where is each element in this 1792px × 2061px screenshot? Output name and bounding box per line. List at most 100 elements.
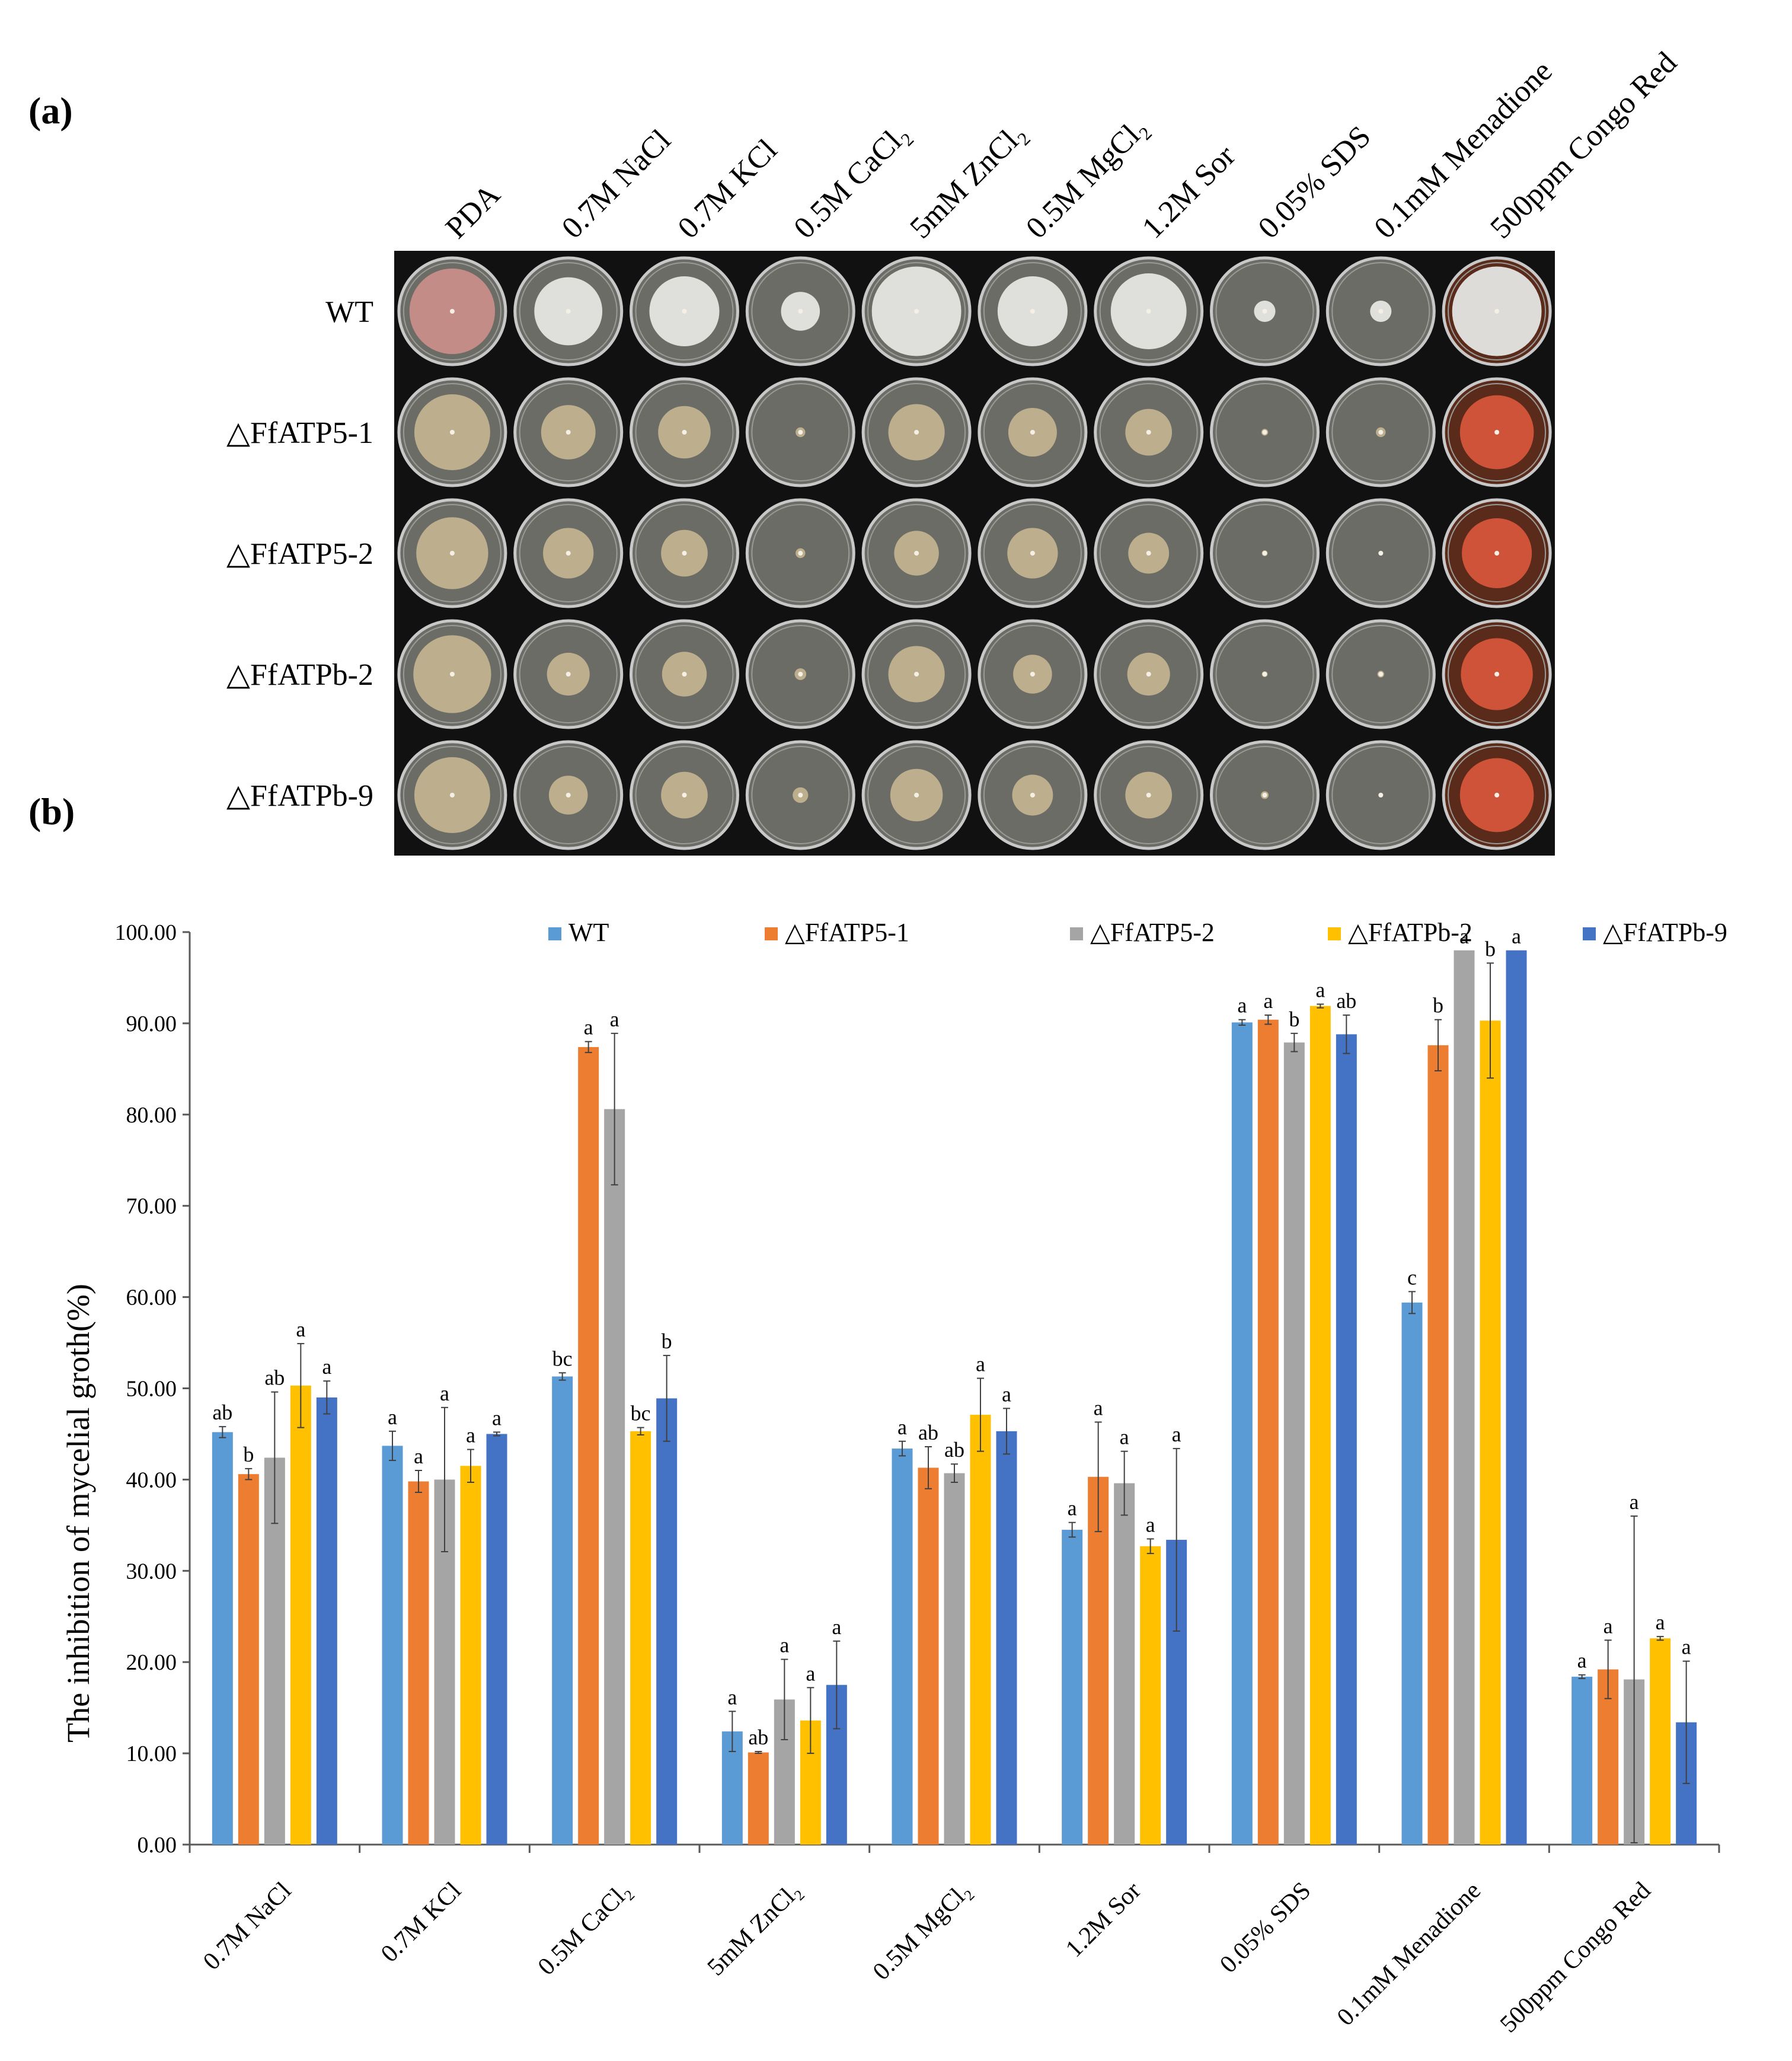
bar bbox=[486, 1434, 507, 1845]
legend-label: △FfATP5-2 bbox=[1090, 918, 1215, 947]
petri-plate bbox=[513, 498, 624, 608]
colony-center bbox=[682, 551, 687, 556]
treatment-header: PDA bbox=[439, 177, 507, 245]
petri-plate bbox=[1442, 619, 1552, 729]
colony-center bbox=[449, 309, 455, 314]
significance-letter: c bbox=[1407, 1265, 1417, 1289]
significance-letter: a bbox=[1172, 1422, 1181, 1446]
colony-center bbox=[1030, 430, 1035, 435]
plate-inner-rim bbox=[1448, 504, 1547, 602]
significance-letter: a bbox=[466, 1424, 475, 1447]
bar bbox=[460, 1466, 481, 1845]
bar bbox=[1336, 1034, 1357, 1845]
bar bbox=[290, 1385, 311, 1845]
legend-swatch bbox=[548, 927, 561, 940]
strain-label: △FfATPb-9 bbox=[226, 779, 373, 813]
petri-plate bbox=[978, 619, 1088, 729]
bar bbox=[1650, 1638, 1671, 1845]
x-tick-label: 0.05% SDS bbox=[1215, 1877, 1316, 1979]
significance-letter: a bbox=[1237, 994, 1247, 1017]
plate-inner-rim bbox=[751, 625, 850, 723]
y-tick-label: 80.00 bbox=[126, 1103, 177, 1128]
plate-inner-rim bbox=[635, 625, 734, 723]
y-tick-label: 10.00 bbox=[126, 1741, 177, 1766]
y-tick-label: 100.00 bbox=[115, 920, 177, 945]
bar-chart: 0.00 10.00 20.00 30.00 40.00 50.00 60.00 70.00 8… bbox=[60, 918, 1727, 2038]
y-tick-label: 70.00 bbox=[126, 1194, 177, 1219]
petri-plate bbox=[630, 619, 739, 729]
x-tick-label: 5mM ZnCl₂ bbox=[702, 1877, 807, 1982]
plate-inner-rim bbox=[1099, 383, 1198, 481]
significance-letter: a bbox=[1094, 1396, 1103, 1419]
y-axis-label: The inhibition of mycelial groth(%) bbox=[60, 1284, 96, 1743]
chart-axes: 0.00 10.00 20.00 30.00 40.00 50.00 60.00 70.00 8… bbox=[115, 920, 1720, 2038]
plate-inner-rim bbox=[1099, 504, 1198, 602]
y-tick-label: 60.00 bbox=[126, 1285, 177, 1310]
bar bbox=[578, 1047, 599, 1845]
significance-letter: b bbox=[243, 1443, 254, 1466]
petri-plate bbox=[1210, 256, 1320, 366]
plate-inner-rim bbox=[403, 383, 501, 481]
significance-letter: a bbox=[780, 1634, 789, 1657]
petri-plate bbox=[1325, 619, 1436, 729]
plate-inner-rim bbox=[751, 746, 850, 844]
plate-inner-rim bbox=[983, 383, 1082, 481]
colony-center bbox=[1146, 793, 1151, 797]
plate-inner-rim bbox=[403, 746, 501, 844]
bar bbox=[892, 1449, 913, 1845]
treatment-header: 0.7M KCl bbox=[672, 133, 784, 245]
bar bbox=[630, 1431, 651, 1845]
bar bbox=[1114, 1483, 1135, 1845]
petri-plate bbox=[513, 377, 624, 487]
colony-center bbox=[566, 793, 571, 797]
y-tick-label: 20.00 bbox=[126, 1650, 177, 1675]
bar bbox=[1309, 1006, 1331, 1845]
bar bbox=[918, 1467, 939, 1845]
legend-label: △FfATPb-2 bbox=[1348, 918, 1472, 947]
plate-inner-rim bbox=[983, 262, 1082, 360]
plate-inner-rim bbox=[1215, 262, 1314, 360]
petri-plate bbox=[978, 498, 1088, 608]
petri-plate bbox=[397, 619, 507, 729]
significance-letter: a bbox=[832, 1615, 841, 1639]
colony-center bbox=[1494, 551, 1500, 556]
petri-plate bbox=[1094, 619, 1204, 729]
significance-letter: bc bbox=[552, 1347, 573, 1370]
colony-center bbox=[1030, 672, 1035, 677]
plate-inner-rim bbox=[751, 504, 850, 602]
bar bbox=[1283, 1042, 1305, 1845]
petri-plate bbox=[1210, 619, 1320, 729]
petri-plate bbox=[1325, 498, 1436, 608]
plate-inner-rim bbox=[519, 746, 618, 844]
strain-label: △FfATP5-1 bbox=[226, 416, 373, 450]
colony-center bbox=[682, 793, 687, 797]
bar bbox=[1571, 1676, 1593, 1845]
plate-inner-rim bbox=[403, 262, 501, 360]
colony-center bbox=[1262, 309, 1267, 314]
colony-center bbox=[1378, 672, 1384, 677]
plate-inner-rim bbox=[519, 262, 618, 360]
plate-inner-rim bbox=[867, 625, 966, 723]
petri-plate bbox=[1325, 377, 1436, 487]
colony-center bbox=[914, 309, 919, 314]
petri-plate bbox=[1442, 740, 1552, 850]
bar bbox=[1140, 1546, 1161, 1845]
y-tick-label: 50.00 bbox=[126, 1377, 177, 1402]
petri-plate bbox=[1442, 377, 1552, 487]
petri-plate bbox=[978, 377, 1088, 487]
colony-center bbox=[566, 551, 571, 556]
legend-label: WT bbox=[568, 918, 609, 947]
colony-center bbox=[1146, 430, 1151, 435]
strain-label: △FfATP5-2 bbox=[226, 537, 373, 571]
plate-inner-rim bbox=[983, 625, 1082, 723]
colony-center bbox=[1262, 793, 1267, 797]
plate-inner-rim bbox=[1215, 504, 1314, 602]
significance-letter: ab bbox=[1336, 989, 1356, 1013]
petri-plate bbox=[1094, 498, 1204, 608]
bar bbox=[1427, 1045, 1449, 1845]
colony-center bbox=[914, 672, 919, 677]
plate-inner-rim bbox=[983, 746, 1082, 844]
